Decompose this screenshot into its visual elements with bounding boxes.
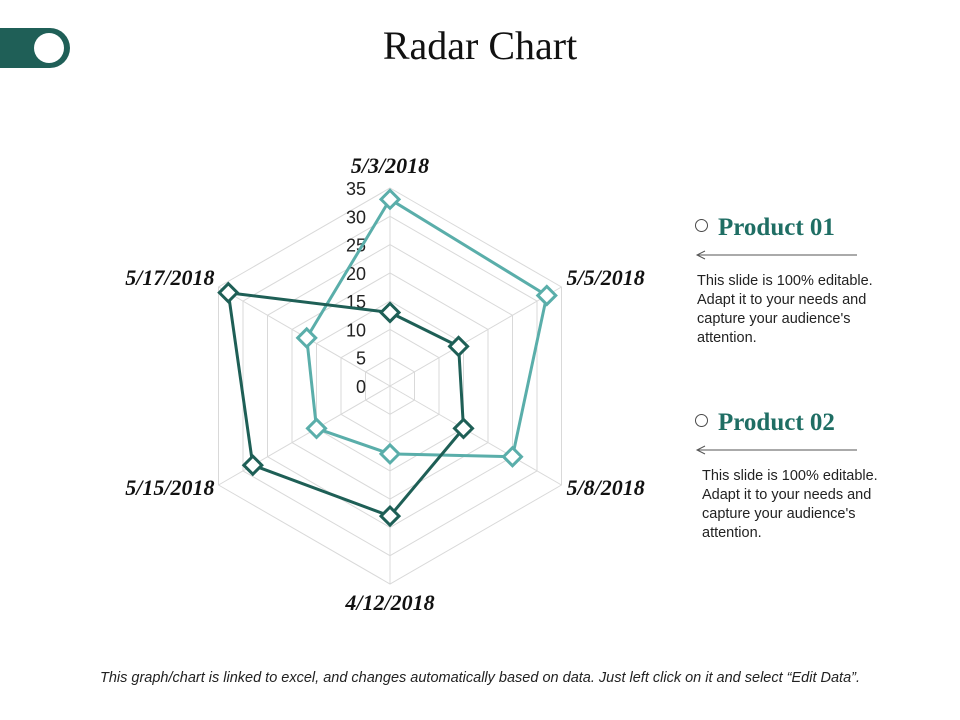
tick-label: 10: [346, 320, 366, 340]
legend-label: Product 01: [718, 214, 835, 241]
circle-bullet-icon: [695, 414, 708, 427]
legend-description: This slide is 100% editable. Adapt it to…: [697, 273, 873, 346]
tick-label: 5: [356, 349, 366, 369]
category-label: 5/17/2018: [125, 265, 214, 290]
data-point-product-02[interactable]: [241, 454, 264, 477]
tick-label: 30: [346, 207, 366, 227]
arrow-left-icon: [695, 250, 857, 260]
footer-note: This graph/chart is linked to excel, and…: [99, 670, 861, 686]
data-point-product-02[interactable]: [217, 281, 240, 304]
legend-description: This slide is 100% editable. Adapt it to…: [702, 468, 878, 541]
category-label: 4/12/2018: [344, 590, 434, 615]
data-point-product-02[interactable]: [452, 417, 475, 440]
data-point-product-01[interactable]: [501, 445, 524, 468]
tick-label: 0: [356, 377, 366, 397]
arrow-left-icon: [695, 445, 857, 455]
data-point-product-01[interactable]: [535, 284, 558, 307]
legend-product-01: Product 01 This slide is 100% editable. …: [695, 214, 895, 346]
toggle-knob[interactable]: [34, 33, 64, 63]
legend-title-product-01: Product 01: [695, 214, 895, 242]
tick-label: 20: [346, 264, 366, 284]
grid-spoke: [389, 385, 562, 486]
data-point-product-01[interactable]: [295, 326, 318, 350]
category-label: 5/15/2018: [125, 475, 214, 500]
tick-label: 35: [346, 179, 366, 199]
legend-product-02: Product 02 This slide is 100% editable. …: [695, 409, 895, 541]
data-point-product-01[interactable]: [378, 442, 402, 466]
legend-title-product-02: Product 02: [695, 409, 895, 437]
data-point-product-01[interactable]: [305, 417, 328, 440]
data-point-product-02[interactable]: [378, 301, 402, 324]
toggle-switch[interactable]: [0, 28, 70, 68]
data-point-product-01[interactable]: [378, 188, 402, 211]
category-label: 5/5/2018: [566, 265, 644, 290]
legend-label: Product 02: [718, 409, 835, 436]
page-title: Radar Chart: [382, 23, 578, 68]
data-point-product-02[interactable]: [447, 335, 470, 358]
tick-label: 25: [346, 236, 366, 256]
data-point-product-02[interactable]: [378, 504, 402, 528]
circle-bullet-icon: [695, 219, 708, 232]
category-label: 5/3/2018: [351, 153, 429, 178]
category-label: 5/8/2018: [566, 475, 644, 500]
grid-spoke: [389, 286, 562, 387]
